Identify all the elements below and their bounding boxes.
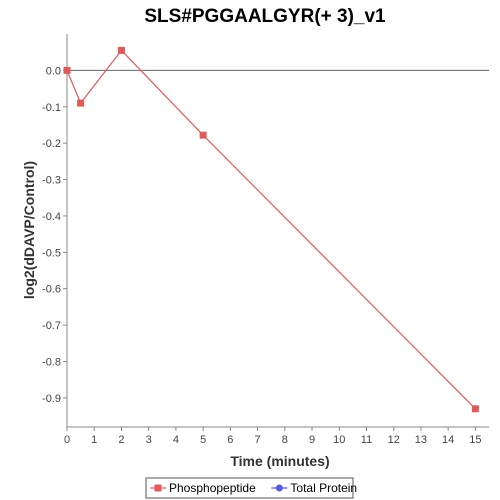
legend-label-0: Phosphopeptide	[169, 481, 256, 495]
y-tick-label: -0.5	[42, 247, 61, 259]
x-tick-label: 9	[309, 434, 315, 446]
legend-frame	[145, 477, 354, 499]
x-tick-label: 11	[361, 434, 372, 446]
data-point	[471, 405, 479, 413]
y-tick-label: -0.6	[42, 284, 61, 296]
legend-items: Phosphopeptide Total Protein	[150, 481, 357, 495]
x-tick-label: 12	[388, 434, 400, 446]
tick-marks: 0 1 2 3 4 5 6 7 8 9 10 11 12 13 14 150.0-0.1-0.2-0.3-0.…	[42, 65, 481, 446]
y-axis-label: log2(dDAVP/Control)	[21, 161, 37, 299]
legend-label-1: Total Protein	[290, 481, 357, 495]
x-tick-label: 2	[118, 434, 124, 446]
x-axis-label: Time (minutes)	[230, 453, 329, 469]
legend: Phosphopeptide Total Protein	[145, 477, 357, 499]
x-tick-label: 6	[227, 434, 233, 446]
y-tick-label: -0.4	[42, 211, 61, 223]
x-tick-label: 1	[91, 434, 97, 446]
x-tick-label: 0	[64, 434, 70, 446]
x-tick-label: 4	[173, 434, 179, 446]
y-tick-label: -0.2	[42, 138, 61, 150]
x-tick-label: 8	[282, 434, 288, 446]
legend-marker-0	[154, 484, 162, 492]
x-tick-label: 7	[255, 434, 261, 446]
x-tick-label: 15	[469, 434, 481, 446]
legend-marker-1	[275, 484, 283, 492]
x-tick-label: 5	[200, 434, 206, 446]
y-tick-label: -0.3	[42, 175, 61, 187]
data-point	[63, 66, 71, 74]
x-tick-label: 13	[415, 434, 427, 446]
y-tick-label: -0.8	[42, 357, 61, 369]
data-point	[117, 46, 125, 54]
plot-area	[67, 34, 489, 427]
y-tick-label: -0.9	[42, 393, 61, 405]
y-tick-label: 0.0	[46, 65, 61, 77]
data-point	[199, 131, 207, 139]
series-points	[63, 46, 479, 413]
y-tick-label: -0.1	[42, 102, 61, 114]
x-tick-label: 10	[333, 434, 345, 446]
chart-title: SLS#PGGAALGYR(+ 3)_v1	[144, 6, 386, 27]
y-tick-label: -0.7	[42, 320, 61, 332]
x-tick-label: 14	[442, 434, 454, 446]
x-tick-label: 3	[146, 434, 152, 446]
data-point	[77, 99, 85, 107]
